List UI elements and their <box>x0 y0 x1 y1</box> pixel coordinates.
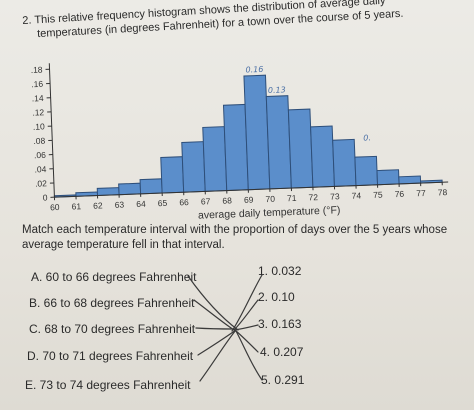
x-tick-label: 71 <box>287 193 297 203</box>
y-tick-label: .14 <box>32 93 44 103</box>
x-tick-label: 70 <box>265 194 275 204</box>
x-tick-label: 63 <box>115 199 125 209</box>
x-tick-label: 75 <box>373 190 383 200</box>
x-tick-label: 62 <box>93 200 103 210</box>
y-tick-label: .18 <box>31 65 43 75</box>
histogram-bar <box>202 126 228 192</box>
y-tick-label: .12 <box>32 107 44 117</box>
match-line-e <box>199 329 237 382</box>
histogram-bar <box>118 182 142 196</box>
histogram-bar <box>310 125 335 188</box>
y-tick-label: .08 <box>33 136 45 146</box>
handwritten-annotation: 0. <box>363 133 371 142</box>
x-tick-label: 78 <box>438 187 448 197</box>
x-tick-label: 69 <box>244 195 254 205</box>
interval-option-c[interactable]: C. 68 to 70 degrees Fahrenheit <box>29 322 196 336</box>
y-tick-label: .06 <box>34 150 46 160</box>
match-line-c <box>195 327 235 330</box>
histogram-group: 0 .02 .04 .06 .08 .10 .12 .14 .16 .18 60 61 62 63 64 65… <box>31 63 449 222</box>
x-tick-label: 61 <box>71 201 81 211</box>
x-axis-label: average daily temperature (°F) <box>198 204 341 221</box>
match-line-a <box>187 275 239 331</box>
x-tick-label: 66 <box>179 197 189 207</box>
histogram-bar <box>332 138 357 187</box>
x-tick-label: 64 <box>136 199 146 209</box>
y-tick-label: 0 <box>43 192 48 202</box>
x-axis <box>54 181 449 198</box>
y-tick-label: .10 <box>33 121 45 131</box>
relative-frequency-histogram: 0 .02 .04 .06 .08 .10 .12 .14 .16 .18 60 61 62 63 64 65… <box>31 63 449 222</box>
histogram-bar <box>287 108 314 189</box>
histogram-bar <box>139 178 163 195</box>
histogram-bar <box>265 95 292 190</box>
histogram-bar <box>181 141 206 193</box>
match-line-5 <box>235 330 263 381</box>
matching-instructions: Match each temperature interval with the… <box>22 223 462 253</box>
y-tick-label: .04 <box>34 164 46 174</box>
histogram-bar <box>243 74 271 191</box>
y-tick-label: .16 <box>31 79 43 89</box>
y-tick-label: .02 <box>35 178 47 188</box>
x-tick-label: 73 <box>330 191 340 201</box>
interval-option-d[interactable]: D. 70 to 71 degrees Fahrenheit <box>27 349 194 363</box>
interval-option-b[interactable]: B. 66 to 68 degrees Fahrenheit <box>29 296 195 310</box>
match-line-b <box>193 299 235 331</box>
x-tick-label: 72 <box>308 192 318 202</box>
handwritten-annotation: 0.13 <box>268 85 286 95</box>
histogram-bar <box>376 169 400 186</box>
interval-option-a[interactable]: A. 60 to 66 degrees Fahrenheit <box>31 270 197 284</box>
x-tick-label: 74 <box>351 190 361 200</box>
proportion-option-4[interactable]: 4. 0.207 <box>260 345 304 359</box>
proportion-option-5[interactable]: 5. 0.291 <box>261 373 305 387</box>
match-line-d <box>197 329 237 356</box>
x-tick-label: 67 <box>201 196 211 206</box>
x-tick-label: 65 <box>158 198 168 208</box>
proportion-option-1[interactable]: 1. 0.032 <box>258 264 302 278</box>
y-axis <box>48 63 55 198</box>
match-line-2 <box>233 299 259 331</box>
handwritten-annotation: 0.16 <box>245 65 263 75</box>
x-tick-label: 68 <box>222 195 232 205</box>
x-tick-label: 77 <box>416 188 426 198</box>
match-line-4 <box>235 330 259 353</box>
x-tick-label: 76 <box>395 189 405 199</box>
proportion-option-2[interactable]: 2. 0.10 <box>258 290 295 304</box>
proportion-option-3[interactable]: 3. 0.163 <box>258 317 302 331</box>
x-tick-label: 60 <box>50 202 60 212</box>
match-line-3 <box>233 324 259 331</box>
histogram-bar <box>222 103 249 192</box>
instructions-line-2: average temperature fell in that interva… <box>22 239 225 251</box>
histogram-bar <box>160 156 185 194</box>
interval-option-e[interactable]: E. 73 to 74 degrees Fahrenheit <box>25 378 191 392</box>
histogram-bar <box>354 155 379 187</box>
instructions-line-1: Match each temperature interval with the… <box>22 224 448 236</box>
